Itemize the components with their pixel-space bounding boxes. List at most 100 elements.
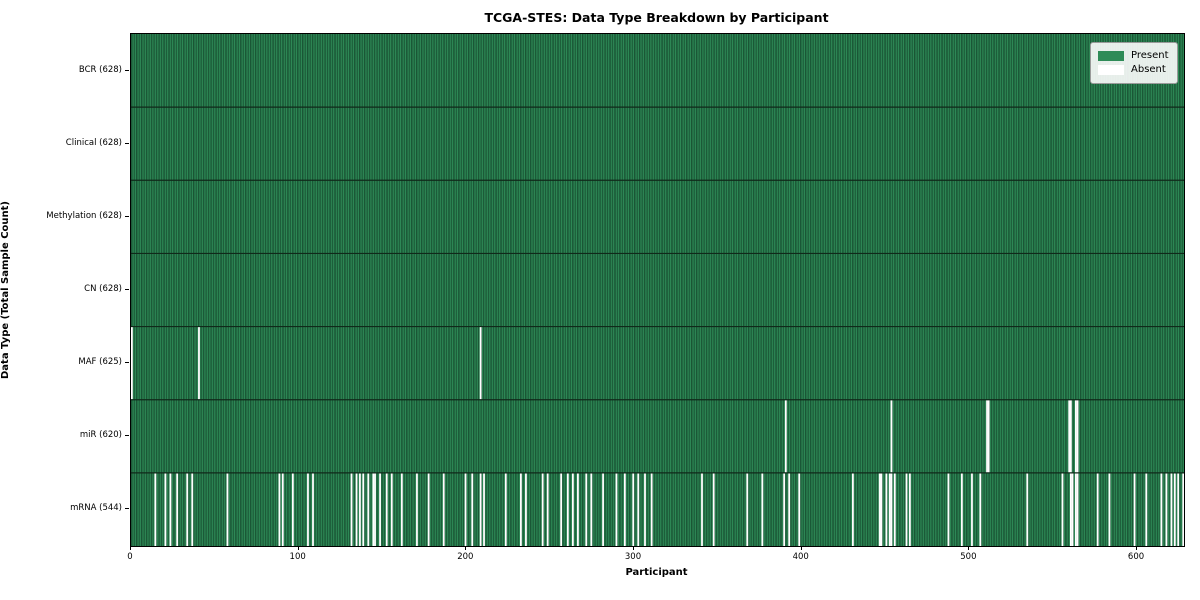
absent-mark-mRNA — [788, 472, 791, 546]
absent-mark-mRNA — [637, 472, 640, 546]
heatmap-svg — [131, 34, 1184, 546]
absent-mark-mRNA — [1145, 472, 1148, 546]
absent-mark-mRNA — [307, 472, 309, 546]
ytick-mark — [125, 215, 129, 217]
xtick-label-600: 600 — [1127, 552, 1145, 562]
absent-mark-mRNA — [176, 472, 179, 546]
absent-mark-mRNA — [520, 472, 522, 546]
absent-mark-mRNA — [947, 472, 950, 546]
xtick-mark — [633, 546, 635, 550]
absent-mark-miR — [1075, 399, 1077, 473]
absent-mark-mRNA — [504, 472, 507, 546]
absent-mark-mRNA — [909, 472, 911, 546]
absent-mark-mRNA — [888, 472, 891, 546]
absent-mark-mRNA — [541, 472, 544, 546]
absent-mark-mRNA — [385, 472, 388, 546]
absent-mark-mRNA — [479, 472, 482, 546]
legend-present-swatch — [1098, 51, 1124, 61]
absent-mark-mRNA — [590, 472, 593, 546]
absent-mark-mRNA — [960, 472, 963, 546]
ytick-mark — [125, 142, 129, 144]
absent-mark-mRNA — [191, 472, 194, 546]
absent-mark-mRNA — [278, 472, 281, 546]
absent-mark-mRNA — [712, 472, 715, 546]
absent-mark-mRNA — [560, 472, 563, 546]
absent-mark-mRNA — [1069, 472, 1072, 546]
absent-mark-mRNA — [880, 472, 883, 546]
absent-mark-mRNA — [1075, 472, 1077, 546]
absent-mark-mRNA — [893, 472, 896, 546]
absent-mark-mRNA — [783, 472, 786, 546]
absent-mark-mRNA — [979, 472, 982, 546]
absent-mark-mRNA — [281, 472, 284, 546]
xtick-label-0: 0 — [127, 552, 133, 562]
chart-title: TCGA-STES: Data Type Breakdown by Partic… — [484, 10, 829, 25]
absent-mark-mRNA — [1108, 472, 1111, 546]
ytick-label-mRNA: mRNA (544) — [70, 503, 122, 514]
absent-mark-miR — [986, 399, 988, 473]
xtick-mark — [1136, 546, 1138, 550]
absent-mark-miR — [1069, 399, 1072, 473]
ytick-label-CN: CN (628) — [84, 284, 122, 294]
absent-mark-mRNA — [226, 472, 229, 546]
absent-mark-mRNA — [644, 472, 646, 546]
absent-mark-mRNA — [427, 472, 430, 546]
absent-mark-mRNA — [885, 472, 888, 546]
ytick-mark — [125, 69, 129, 71]
absent-mark-mRNA — [602, 472, 604, 546]
absent-mark-mRNA — [442, 472, 445, 546]
xtick-label-100: 100 — [289, 552, 306, 562]
absent-mark-mRNA — [291, 472, 294, 546]
ytick-mark — [125, 508, 129, 510]
absent-mark-mRNA — [623, 472, 626, 546]
row-band-Methylation — [131, 180, 1184, 254]
absent-mark-mRNA — [416, 472, 418, 546]
absent-mark-mRNA — [577, 472, 579, 546]
absent-mark-mRNA — [1177, 472, 1180, 546]
absent-mark-miR — [1068, 399, 1071, 473]
legend-present-label: Present — [1131, 50, 1169, 61]
absent-mark-mRNA — [186, 472, 189, 546]
xtick-mark — [968, 546, 970, 550]
absent-mark-mRNA — [374, 472, 376, 546]
absent-mark-mRNA — [632, 472, 635, 546]
xtick-label-200: 200 — [457, 552, 474, 562]
xtick-mark — [297, 546, 299, 550]
row-band-mRNA — [131, 472, 1184, 546]
absent-mark-mRNA — [1165, 472, 1168, 546]
xtick-label-300: 300 — [624, 552, 642, 562]
xtick-label-500: 500 — [960, 552, 977, 562]
absent-mark-mRNA — [350, 472, 353, 546]
absent-mark-mRNA — [585, 472, 588, 546]
absent-mark-mRNA — [1173, 472, 1176, 546]
absent-mark-mRNA — [1170, 472, 1173, 546]
absent-mark-mRNA — [1061, 472, 1064, 546]
ytick-label-MAF: MAF (625) — [78, 357, 122, 368]
absent-mark-mRNA — [1071, 472, 1074, 546]
row-band-miR — [131, 399, 1184, 473]
absent-mark-mRNA — [878, 472, 881, 546]
legend-absent-label: Absent — [1131, 64, 1166, 75]
absent-mark-mRNA — [566, 472, 569, 546]
legend: Present Absent — [1090, 42, 1178, 84]
absent-mark-mRNA — [359, 472, 361, 546]
absent-mark-miR — [1076, 399, 1079, 473]
absent-mark-MAF — [479, 326, 482, 400]
ytick-label-Clinical: Clinical (628) — [65, 137, 122, 148]
absent-mark-mRNA — [546, 472, 549, 546]
absent-mark-mRNA — [379, 472, 381, 546]
ytick-label-Methylation: Methylation (628) — [46, 210, 122, 221]
legend-absent-swatch — [1098, 65, 1124, 75]
absent-mark-mRNA — [650, 472, 653, 546]
absent-mark-mRNA — [483, 472, 485, 546]
absent-mark-MAF — [131, 326, 133, 400]
absent-mark-mRNA — [154, 472, 157, 546]
ytick-mark — [125, 435, 129, 437]
absent-mark-miR — [987, 399, 990, 473]
ytick-mark — [125, 289, 129, 290]
row-band-CN — [131, 253, 1184, 327]
row-band-MAF — [131, 326, 1184, 400]
absent-mark-mRNA — [400, 472, 403, 546]
absent-mark-mRNA — [372, 472, 375, 546]
